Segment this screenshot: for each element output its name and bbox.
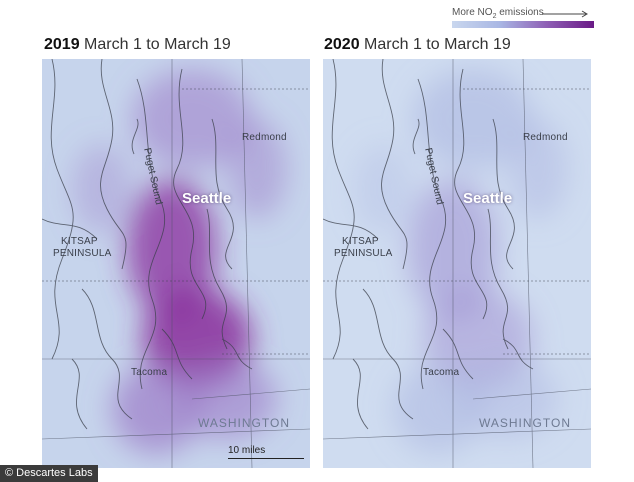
legend-label: More NO2 emissions bbox=[452, 7, 544, 20]
panel-title-2019: 2019 March 1 to March 19 bbox=[44, 36, 231, 53]
label-kitsap: KITSAP bbox=[342, 236, 379, 247]
label-washington: WASHINGTON bbox=[479, 416, 572, 430]
emissions-legend: More NO2 emissions bbox=[452, 6, 594, 30]
map-2019-svg bbox=[42, 59, 310, 468]
panel-title-2020: 2020 March 1 to March 19 bbox=[324, 36, 511, 53]
label-peninsula: PENINSULA bbox=[334, 248, 393, 259]
label-tacoma: Tacoma bbox=[423, 367, 460, 378]
map-2020-svg bbox=[323, 59, 591, 468]
label-tacoma: Tacoma bbox=[131, 367, 168, 378]
label-kitsap: KITSAP bbox=[61, 236, 98, 247]
label-seattle: Seattle bbox=[182, 190, 232, 207]
label-seattle: Seattle bbox=[463, 190, 513, 207]
scale-label: 10 miles bbox=[228, 445, 266, 456]
label-peninsula: PENINSULA bbox=[53, 248, 112, 259]
legend-gradient-bar bbox=[452, 21, 594, 28]
right-arrow-icon bbox=[542, 10, 588, 18]
credit-label: © Descartes Labs bbox=[0, 465, 98, 482]
map-2019: Redmond Seattle Puget Sound KITSAP PENIN… bbox=[42, 59, 310, 468]
label-redmond: Redmond bbox=[523, 132, 568, 143]
map-2020: Redmond Seattle Puget Sound KITSAP PENIN… bbox=[323, 59, 591, 468]
label-washington: WASHINGTON bbox=[198, 416, 291, 430]
scale-line bbox=[228, 458, 304, 459]
scale-bar: 10 miles bbox=[228, 445, 304, 459]
label-redmond: Redmond bbox=[242, 132, 287, 143]
